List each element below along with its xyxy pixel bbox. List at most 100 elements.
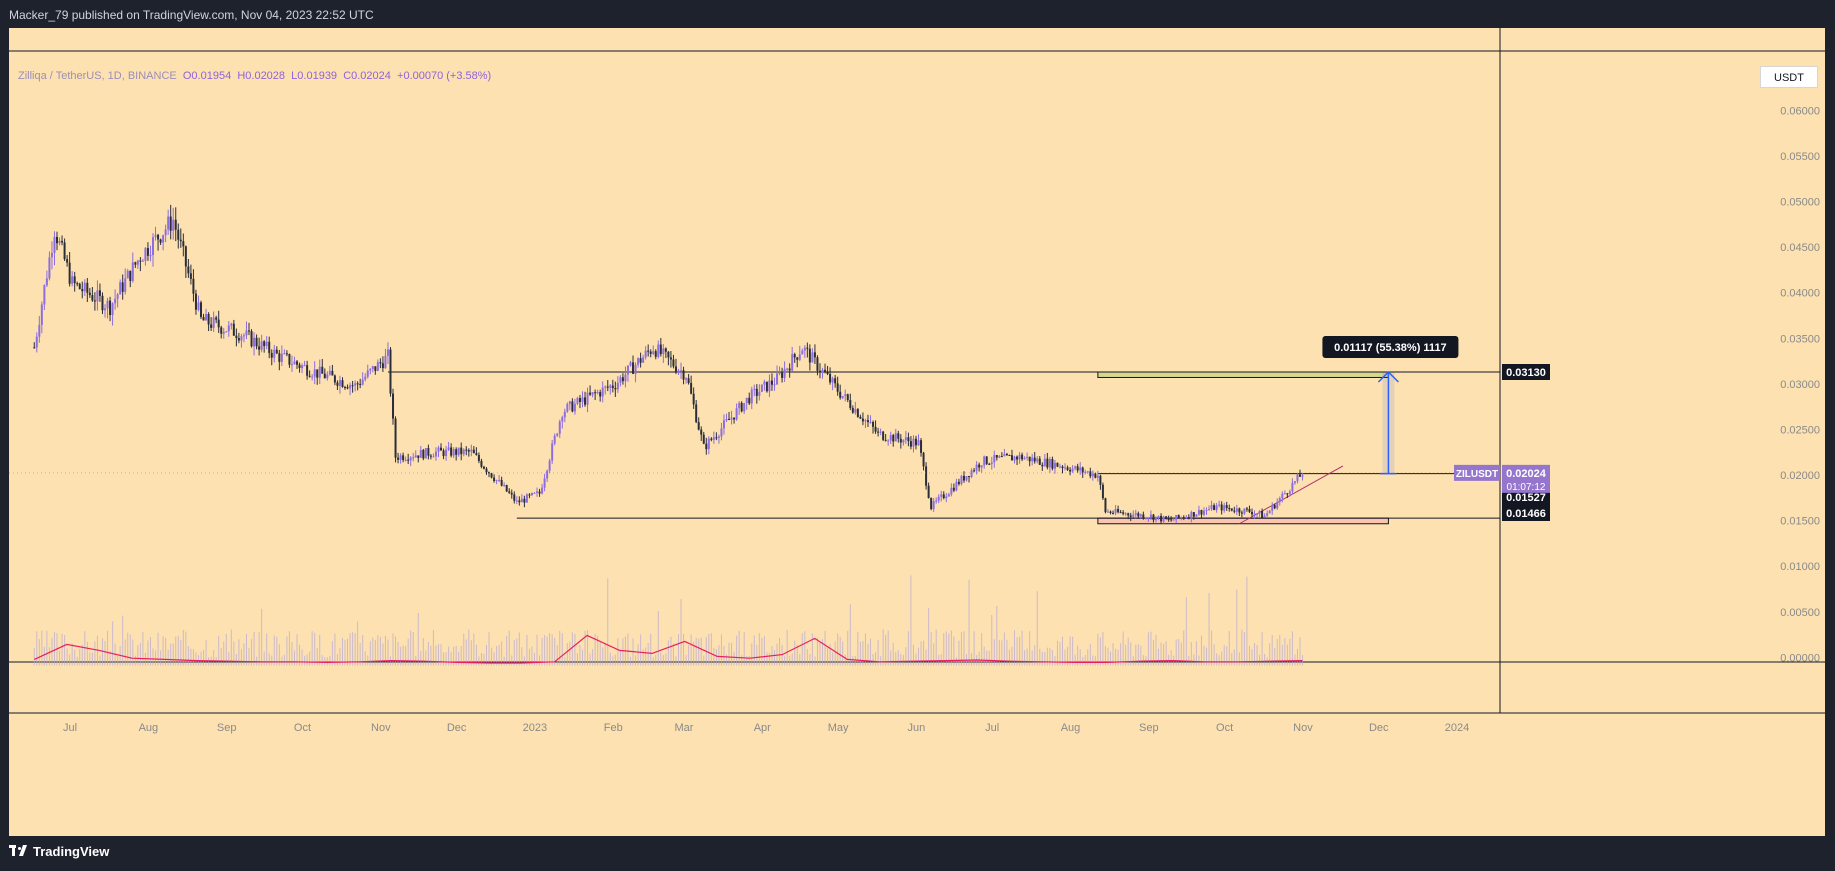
candle-body	[139, 260, 142, 262]
candle-body	[839, 391, 842, 398]
candle-body	[45, 278, 48, 286]
candle-body	[909, 441, 912, 447]
candle-body	[1240, 512, 1243, 514]
candle-body	[227, 325, 230, 332]
candle-body	[131, 262, 134, 281]
candle-body	[88, 292, 91, 296]
candle-body	[174, 219, 177, 230]
candle-body	[882, 431, 885, 440]
candle-body	[1298, 474, 1301, 477]
candle-body	[682, 370, 685, 380]
candle-body	[1122, 512, 1125, 514]
candle-body	[1036, 458, 1039, 462]
top-bar: Macker_79 published on TradingView.com, …	[0, 0, 1835, 28]
candle-body	[200, 302, 203, 318]
candle-body	[621, 377, 624, 382]
candle-body	[955, 481, 958, 491]
price-level-value: 0.01466	[1506, 508, 1546, 520]
candle-body	[167, 216, 170, 230]
candle-body	[253, 337, 256, 347]
candle-body	[824, 369, 827, 373]
candle-body	[121, 282, 124, 292]
candle-body	[644, 350, 647, 358]
candle-body	[498, 479, 501, 481]
candle-body	[500, 479, 503, 486]
time-tick-label: Nov	[371, 722, 391, 734]
candle-body	[222, 331, 225, 334]
candle-body	[1028, 456, 1031, 462]
candle-body	[359, 383, 362, 385]
candle-body	[662, 348, 665, 355]
candle-body	[1091, 473, 1094, 477]
price-labels: 0.01117 (55.38%) 11170.031300.020160.015…	[9, 336, 1550, 521]
candle-body	[920, 440, 923, 453]
price-tick-label: 0.04000	[1780, 288, 1820, 300]
candle-body	[429, 455, 432, 457]
candle-body	[740, 402, 743, 412]
candle-body	[232, 323, 235, 336]
candle-body	[578, 398, 581, 402]
candle-body	[126, 270, 129, 279]
candle-body	[361, 379, 364, 385]
candle-body	[968, 476, 971, 478]
candle-body	[773, 384, 776, 386]
candle-body	[503, 485, 506, 487]
candle-body	[674, 366, 677, 373]
price-tick-label: 0.01000	[1780, 561, 1820, 573]
candle-body	[98, 290, 101, 296]
candle-body	[801, 350, 804, 355]
candle-body	[702, 434, 705, 444]
candle-body	[551, 443, 554, 461]
candle-body	[821, 369, 824, 373]
candle-body	[91, 295, 94, 301]
candle-body	[301, 365, 304, 369]
candle-body	[210, 324, 213, 328]
candle-body	[642, 357, 645, 363]
candle-body	[333, 375, 336, 383]
candle-body	[1215, 505, 1218, 510]
candle-body	[1177, 515, 1180, 518]
candle-body	[336, 382, 339, 386]
candle-body	[68, 262, 71, 284]
candle-body	[657, 344, 660, 357]
candle-body	[1175, 515, 1178, 520]
candle-body	[215, 317, 218, 320]
candle-body	[379, 362, 382, 364]
chart-panel[interactable]	[9, 28, 1825, 836]
candle-body	[1058, 466, 1061, 468]
candle-body	[273, 349, 276, 358]
candle-body	[38, 324, 41, 337]
currency-selector[interactable]: USDT	[1760, 66, 1818, 88]
candle-body	[467, 450, 470, 452]
last-price-value: 0.02024	[1506, 468, 1547, 480]
candle-body	[1114, 508, 1117, 514]
time-tick-label: Jul	[985, 722, 999, 734]
candle-body	[877, 431, 880, 433]
time-tick-label: Dec	[1369, 722, 1389, 734]
candle-body	[538, 491, 541, 494]
candle-body	[1071, 468, 1074, 472]
candle-body	[1041, 464, 1044, 467]
candle-body	[1096, 475, 1099, 478]
candle-body	[793, 354, 796, 358]
candle-body	[205, 314, 208, 321]
candle-body	[1266, 513, 1269, 516]
candle-body	[584, 397, 587, 405]
tradingview-logo[interactable]: TradingView	[9, 844, 109, 859]
candle-body	[63, 242, 66, 260]
candle-body	[836, 383, 839, 392]
candle-body	[518, 500, 521, 503]
time-tick-label: Jun	[908, 722, 926, 734]
candle-body	[685, 378, 688, 380]
candle-body	[1213, 505, 1216, 510]
candle-body	[715, 437, 718, 439]
candle-body	[1074, 466, 1077, 469]
candle-body	[76, 283, 79, 285]
candle-body	[1218, 504, 1221, 506]
candle-body	[48, 257, 51, 279]
symbol-tag-text: ZILUSDT	[1456, 469, 1498, 480]
candle-body	[434, 451, 437, 457]
candle-body	[748, 397, 751, 404]
candle-body	[73, 276, 76, 284]
